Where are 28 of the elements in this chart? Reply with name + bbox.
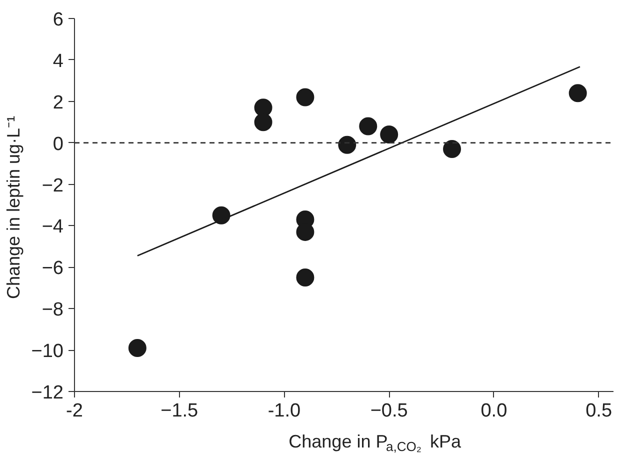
y-tick-label: 2: [52, 92, 64, 114]
y-tick-label: 0: [52, 134, 64, 155]
y-axis-title: Change in leptin ug·L⁻¹: [3, 116, 24, 300]
y-tick-label: 4: [52, 50, 64, 72]
y-tick-label: −10: [31, 341, 64, 362]
x-tick-label: -1.0: [268, 400, 301, 422]
y-tick-label: −2: [42, 175, 64, 196]
x-tick-label: 0.5: [586, 400, 612, 422]
point: [254, 113, 272, 132]
y-tick-label: −6: [42, 258, 64, 280]
point: [380, 126, 398, 144]
point: [359, 117, 378, 136]
y-tick-label: −12: [31, 382, 64, 404]
x-tick-label: −1.5: [160, 400, 198, 422]
point: [296, 268, 314, 287]
point: [443, 140, 462, 158]
y-tick-label: 6: [52, 10, 64, 30]
y-tick-label: −4: [42, 216, 64, 238]
point: [212, 206, 230, 224]
point: [128, 339, 146, 357]
point: [568, 84, 587, 102]
x-tick-label: −0.5: [370, 400, 408, 422]
x-tick-label: 0.0: [480, 400, 508, 422]
x-tick-label: -2: [66, 400, 83, 422]
point: [296, 88, 314, 106]
y-tick-label: −8: [42, 300, 64, 321]
point: [338, 136, 356, 154]
point: [254, 98, 272, 117]
